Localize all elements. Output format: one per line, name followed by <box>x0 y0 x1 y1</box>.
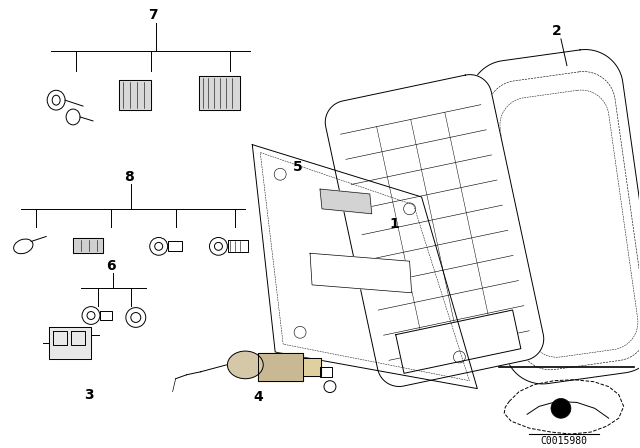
Polygon shape <box>396 310 521 373</box>
Text: 1: 1 <box>390 217 399 231</box>
Ellipse shape <box>551 398 571 418</box>
Polygon shape <box>310 253 412 293</box>
Ellipse shape <box>227 351 263 379</box>
Polygon shape <box>252 145 477 388</box>
Text: 7: 7 <box>148 8 157 22</box>
Polygon shape <box>303 358 321 376</box>
Polygon shape <box>198 77 241 110</box>
Text: 3: 3 <box>84 388 94 401</box>
Polygon shape <box>325 75 544 387</box>
Text: C0015980: C0015980 <box>540 436 588 446</box>
Polygon shape <box>470 50 640 384</box>
Text: 4: 4 <box>253 389 263 404</box>
Polygon shape <box>119 80 151 110</box>
Polygon shape <box>49 327 91 359</box>
Text: 5: 5 <box>293 160 303 174</box>
Polygon shape <box>73 238 103 253</box>
Polygon shape <box>320 189 372 214</box>
Text: 6: 6 <box>106 259 116 273</box>
Text: 2: 2 <box>552 24 562 38</box>
Polygon shape <box>259 353 303 381</box>
Text: 8: 8 <box>124 170 134 184</box>
